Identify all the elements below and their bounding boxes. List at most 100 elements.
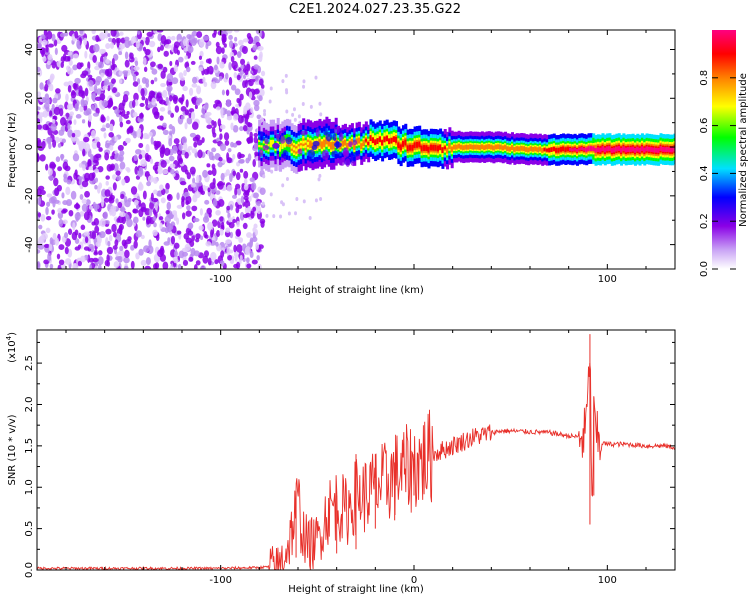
- noise-speckle: [182, 259, 189, 266]
- ridge-peak: [364, 138, 368, 142]
- noise-speckle: [81, 203, 88, 212]
- noise-speckle: [255, 242, 260, 250]
- noise-speckle: [177, 263, 182, 269]
- noise-speckle: [61, 192, 65, 199]
- noise-speckle: [302, 199, 306, 204]
- noise-speckle: [98, 182, 103, 189]
- noise-speckle: [70, 91, 77, 99]
- noise-speckle: [252, 44, 258, 51]
- noise-speckle: [99, 231, 106, 239]
- noise-speckle: [78, 89, 85, 97]
- noise-speckle: [130, 65, 134, 74]
- noise-speckle: [108, 97, 113, 106]
- noise-speckle: [108, 132, 114, 138]
- noise-speckle: [132, 111, 138, 118]
- noise-speckle: [254, 151, 259, 157]
- noise-speckle: [202, 169, 208, 178]
- noise-speckle: [251, 259, 258, 265]
- noise-speckle: [248, 195, 252, 202]
- noise-speckle: [150, 61, 156, 68]
- noise-speckle: [253, 64, 260, 70]
- noise-speckle: [292, 107, 296, 112]
- noise-speckle: [221, 33, 227, 39]
- noise-speckle: [67, 122, 71, 130]
- ridge-blob: [258, 135, 266, 141]
- noise-speckle: [153, 222, 157, 228]
- noise-speckle: [184, 169, 189, 175]
- noise-speckle: [183, 70, 187, 77]
- ridge-peak: [490, 145, 494, 149]
- noise-speckle: [123, 113, 129, 119]
- noise-speckle: [79, 105, 84, 113]
- noise-speckle: [176, 217, 180, 225]
- noise-speckle: [62, 200, 68, 206]
- noise-speckle: [294, 211, 298, 216]
- noise-speckle: [162, 122, 167, 128]
- noise-speckle: [249, 239, 254, 248]
- noise-speckle: [284, 73, 288, 78]
- ridge-peak: [613, 148, 617, 152]
- ridge-peak: [671, 148, 675, 152]
- noise-speckle: [72, 263, 79, 269]
- noise-speckle: [117, 144, 124, 152]
- noise-speckle: [119, 161, 126, 170]
- noise-speckle: [118, 51, 123, 56]
- noise-speckle: [250, 210, 255, 219]
- noise-speckle: [182, 38, 189, 47]
- noise-speckle: [240, 58, 246, 65]
- ridge-peak: [362, 141, 366, 145]
- noise-speckle: [253, 55, 258, 60]
- noise-speckle: [242, 38, 249, 43]
- noise-speckle: [104, 189, 111, 197]
- noise-speckle: [199, 208, 203, 216]
- noise-speckle: [78, 232, 82, 239]
- ridge-peak: [661, 147, 665, 151]
- ridge-peak: [462, 146, 466, 150]
- noise-speckle: [113, 261, 120, 269]
- ridge-blob: [348, 141, 353, 148]
- noise-speckle: [114, 108, 120, 115]
- noise-speckle: [106, 246, 114, 255]
- ridge-peak: [306, 141, 310, 145]
- noise-speckle: [150, 136, 154, 145]
- noise-speckle: [94, 225, 100, 234]
- noise-speckle: [171, 210, 178, 216]
- noise-speckle: [132, 81, 139, 87]
- noise-speckle: [237, 114, 244, 124]
- noise-speckle: [144, 78, 150, 85]
- noise-speckle: [228, 61, 232, 71]
- ridge-peak: [585, 148, 589, 152]
- noise-speckle: [151, 97, 156, 106]
- noise-speckle: [93, 217, 99, 226]
- colorbar: 0.0 0.2 0.4 0.6 0.8 Normalized spectral ampl…: [699, 30, 749, 277]
- noise-speckle: [207, 221, 214, 231]
- noise-speckle: [165, 209, 170, 215]
- noise-speckle: [173, 44, 179, 54]
- noise-speckle: [162, 89, 168, 98]
- noise-speckle: [211, 219, 218, 227]
- noise-speckle: [133, 154, 138, 162]
- noise-speckle: [160, 70, 166, 79]
- noise-speckle: [123, 265, 129, 269]
- ridge-peak: [381, 141, 385, 145]
- noise-speckle: [88, 166, 93, 171]
- ridge-peak: [552, 147, 556, 151]
- noise-speckle: [96, 141, 101, 149]
- noise-speckle: [225, 227, 231, 233]
- noise-speckle: [240, 195, 245, 204]
- noise-speckle: [105, 43, 111, 50]
- snr-multiplier-label: (x104): [5, 332, 18, 363]
- noise-speckle: [74, 238, 80, 244]
- noise-speckle: [212, 198, 218, 207]
- noise-speckle: [143, 245, 150, 253]
- noise-speckle: [191, 205, 198, 212]
- noise-speckle: [212, 132, 217, 138]
- ridge-peak: [262, 143, 266, 147]
- colorbar-tick-label: 0.4: [699, 165, 710, 181]
- noise-speckle: [92, 112, 100, 117]
- noise-speckle: [221, 47, 225, 54]
- noise-speckle: [72, 64, 78, 71]
- noise-speckle: [160, 82, 166, 88]
- noise-speckle: [244, 116, 249, 125]
- noise-speckle: [285, 176, 289, 181]
